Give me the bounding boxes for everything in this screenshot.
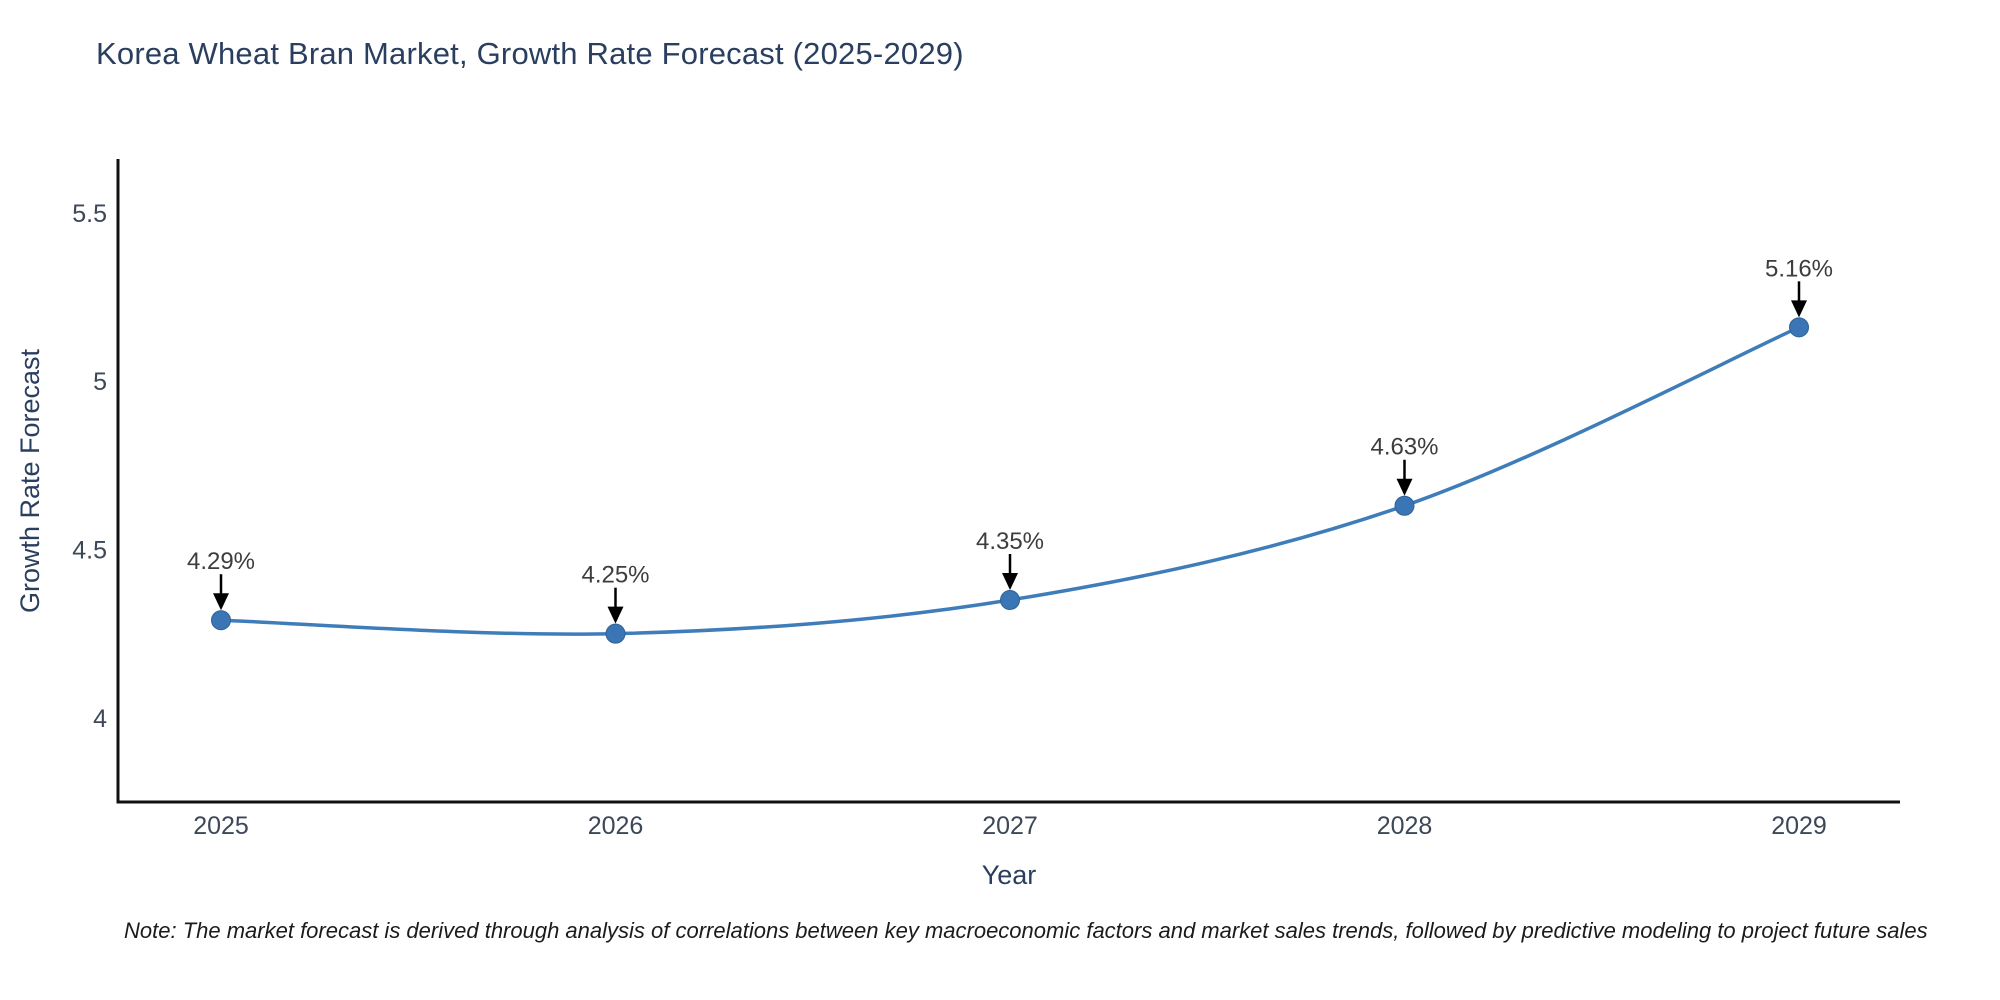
annotation-label: 4.35% xyxy=(976,528,1044,555)
footnote: Note: The market forecast is derived thr… xyxy=(124,918,1928,943)
annotation-arrow-head xyxy=(1002,573,1018,591)
data-point-marker xyxy=(1000,590,1020,611)
annotation-arrow-head xyxy=(607,606,624,624)
y-tick-label: 5 xyxy=(93,368,107,396)
x-tick-label: 2025 xyxy=(193,812,249,840)
x-tick-label: 2028 xyxy=(1377,812,1433,840)
y-tick-label: 4.5 xyxy=(72,537,107,565)
y-tick-label: 5.5 xyxy=(72,200,107,228)
annotation-arrow-head xyxy=(213,593,229,611)
data-point-marker xyxy=(605,623,626,644)
annotation-arrow-head xyxy=(1396,478,1413,496)
data-point-marker xyxy=(1394,495,1415,516)
y-tick-label: 4 xyxy=(93,705,107,733)
x-axis-title: Year xyxy=(981,860,1037,890)
x-tick-label: 2029 xyxy=(1771,812,1827,840)
annotation-label: 4.29% xyxy=(187,548,255,575)
data-point-marker xyxy=(211,610,231,631)
x-tick-label: 2026 xyxy=(588,812,644,840)
annotation-label: 4.63% xyxy=(1370,434,1438,461)
data-point-marker xyxy=(1789,317,1809,338)
annotation-label: 4.25% xyxy=(581,562,649,589)
annotation-label: 5.16% xyxy=(1765,255,1833,282)
annotation-arrow-head xyxy=(1791,300,1807,318)
chart-title: Korea Wheat Bran Market, Growth Rate For… xyxy=(96,36,964,71)
x-tick-label: 2027 xyxy=(982,812,1038,840)
